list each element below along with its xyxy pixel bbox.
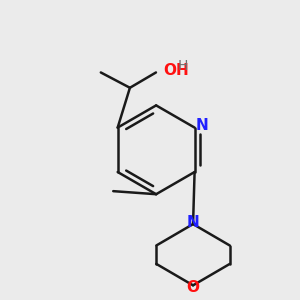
Text: O: O (187, 280, 200, 295)
Text: N: N (196, 118, 208, 133)
Text: N: N (187, 215, 200, 230)
Text: H: H (177, 59, 188, 73)
Text: OH: OH (164, 63, 189, 78)
